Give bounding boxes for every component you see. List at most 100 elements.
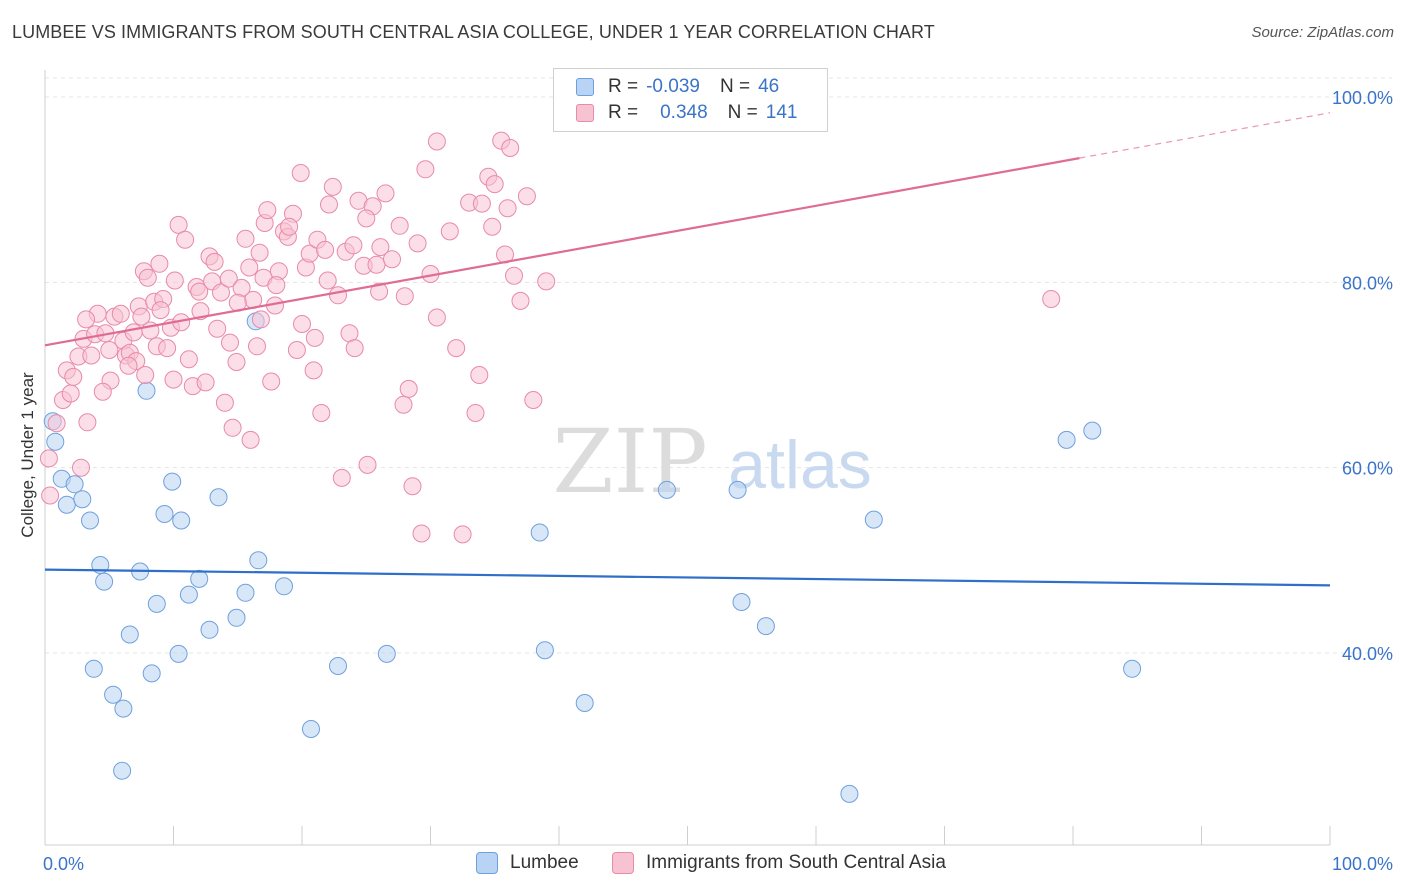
immigrants-point <box>357 209 376 228</box>
immigrants-point <box>329 286 347 305</box>
immigrants-point <box>258 201 277 220</box>
lumbee-point <box>209 488 228 507</box>
immigrants-trend-line <box>44 157 1080 347</box>
lumbee-point <box>657 480 676 499</box>
immigrants-point <box>394 395 413 414</box>
chart-title: LUMBEE VS IMMIGRANTS FROM SOUTH CENTRAL … <box>12 22 935 42</box>
immigrants-point <box>262 372 281 391</box>
n-value: 141 <box>765 102 798 123</box>
immigrants-point <box>64 367 83 386</box>
immigrants-point <box>72 458 90 477</box>
immigrants-point <box>150 254 169 273</box>
lumbee-point <box>1057 430 1076 449</box>
lumbee-point <box>179 585 198 604</box>
immigrants-point <box>466 404 485 422</box>
immigrants-point <box>412 524 431 543</box>
lumbee-point <box>728 480 747 499</box>
immigrants-point <box>371 238 390 257</box>
immigrants-point <box>332 468 351 487</box>
bottom-legend-immigrants: Immigrants from South Central Asia <box>612 850 946 876</box>
r-label: R = <box>608 102 639 123</box>
lumbee-point <box>73 490 92 509</box>
immigrants-point <box>251 310 270 329</box>
immigrants-legend-label: Immigrants from South Central Asia <box>646 852 946 873</box>
immigrants-point <box>136 366 155 384</box>
immigrants-point <box>316 240 335 259</box>
immigrants-point <box>179 350 198 369</box>
immigrants-point <box>205 252 224 271</box>
legend-row-immigrants: R = 0.348 N = 141 <box>576 100 797 126</box>
chart-source: Source: ZipAtlas.com <box>1251 24 1394 41</box>
lumbee-point <box>81 511 99 530</box>
immigrants-point <box>291 164 310 182</box>
immigrants-point <box>293 315 311 333</box>
immigrants-point <box>100 341 119 359</box>
immigrants-point <box>483 217 502 236</box>
lumbee-legend-label: Lumbee <box>510 852 579 873</box>
lumbee-point <box>104 685 123 704</box>
immigrants-point <box>485 175 504 194</box>
immigrants-point <box>427 132 446 151</box>
immigrants-point <box>41 486 60 505</box>
lumbee-point <box>120 625 139 644</box>
lumbee-point <box>377 644 396 663</box>
lumbee-point <box>840 784 859 803</box>
immigrants-point <box>403 477 422 496</box>
lumbee-point <box>530 523 549 542</box>
immigrants-point <box>517 187 536 206</box>
lumbee-point <box>172 511 191 530</box>
lumbee-point <box>84 659 103 678</box>
bottom-legend-lumbee: Lumbee <box>476 850 579 876</box>
immigrants-point <box>190 282 209 301</box>
immigrants-point <box>158 339 177 358</box>
tick-labels: 40.0% 60.0% 80.0% 100.0% 0.0% 100.0% <box>43 88 1393 874</box>
lumbee-point <box>732 593 751 611</box>
immigrants-point <box>498 199 517 218</box>
immigrants-point <box>124 323 143 342</box>
immigrants-point <box>132 307 151 326</box>
lumbee-point <box>46 432 65 451</box>
immigrants-point <box>416 160 435 179</box>
immigrants-point <box>241 430 260 449</box>
lumbee-point <box>113 761 132 780</box>
immigrants-point <box>176 230 195 249</box>
immigrants-point <box>82 346 101 365</box>
lumbee-point <box>95 572 114 591</box>
immigrants-point <box>399 379 418 398</box>
immigrants-point <box>47 414 66 433</box>
r-value: -0.039 <box>646 76 700 97</box>
lumbee-point <box>329 657 347 675</box>
immigrants-point <box>305 328 324 347</box>
immigrants-point <box>212 283 230 302</box>
lumbee-point <box>190 569 209 588</box>
immigrants-point <box>390 216 409 235</box>
lumbee-point <box>1123 659 1142 678</box>
immigrants-point <box>219 269 238 288</box>
immigrants-point <box>345 339 364 358</box>
lumbee-point <box>114 699 133 718</box>
lumbee-point <box>227 608 246 627</box>
r-value: 0.348 <box>660 102 708 123</box>
immigrants-point <box>151 301 170 320</box>
lumbee-point <box>142 664 161 683</box>
lumbee-point <box>155 505 174 523</box>
lumbee-point <box>535 641 554 660</box>
immigrants-trend-line-extension <box>1079 112 1331 159</box>
stats-legend: R = -0.039 N = 46 R = 0.348 N = 141 <box>553 68 828 132</box>
lumbee-point <box>200 620 219 639</box>
y-tick-label: 60.0% <box>1342 459 1393 479</box>
n-label: N = <box>727 102 758 123</box>
lumbee-point <box>163 472 182 491</box>
immigrants-point <box>408 234 427 253</box>
immigrants-point <box>138 268 157 287</box>
immigrants-point <box>501 139 520 157</box>
watermark-zip: ZIP <box>552 410 707 513</box>
immigrants-point <box>39 449 58 468</box>
immigrants-point <box>370 282 389 301</box>
immigrants-point <box>61 384 80 403</box>
immigrants-point <box>472 194 491 213</box>
immigrants-point <box>440 222 459 241</box>
immigrants-point <box>395 287 414 306</box>
lumbee-point <box>137 381 156 400</box>
immigrants-point <box>344 236 363 255</box>
